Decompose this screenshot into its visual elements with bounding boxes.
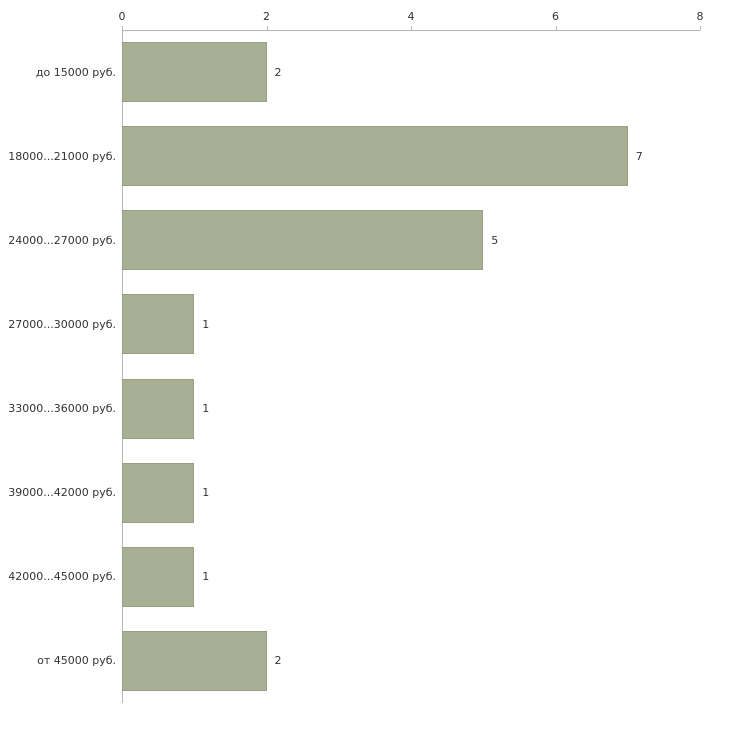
value-label: 1: [202, 317, 210, 331]
bar: [122, 294, 195, 355]
x-tick-label: 2: [263, 10, 270, 23]
bar-track: 1: [122, 367, 700, 451]
bar-track: 5: [122, 198, 700, 282]
x-tick-label: 4: [407, 10, 415, 23]
bar-track: 2: [122, 619, 700, 703]
x-tick-mark: [555, 26, 557, 30]
category-label: 27000...30000 руб.: [8, 317, 116, 331]
x-axis: [122, 30, 700, 31]
x-tick-mark: [700, 26, 701, 30]
x-tick-mark: [266, 26, 268, 30]
x-tick-label: 8: [696, 10, 704, 23]
value-label: 1: [202, 402, 210, 416]
category-label: 18000...21000 руб.: [8, 149, 116, 163]
value-label: 2: [274, 654, 282, 668]
bar: [122, 42, 267, 103]
value-label: 1: [202, 570, 210, 584]
y-axis: [122, 30, 123, 703]
bar-track: 2: [122, 30, 700, 114]
bar-track: 1: [122, 535, 700, 619]
chart-row: 27000...30000 руб. 1: [0, 282, 700, 366]
chart-row: 24000...27000 руб. 5: [0, 198, 700, 282]
chart-row: до 15000 руб. 2: [0, 30, 700, 114]
chart-row: 42000...45000 руб. 1: [0, 535, 700, 619]
bar: [122, 546, 195, 607]
bar-track: 1: [122, 282, 700, 366]
category-label: 24000...27000 руб.: [8, 233, 116, 247]
value-label: 7: [635, 149, 643, 163]
chart-row: от 45000 руб. 2: [0, 619, 700, 703]
category-label: от 45000 руб.: [37, 654, 116, 668]
chart-row: 39000...42000 руб. 1: [0, 451, 700, 535]
chart-row: 18000...21000 руб. 7: [0, 114, 700, 198]
bar: [122, 630, 267, 691]
bar: [122, 126, 628, 187]
bar: [122, 462, 195, 523]
bar: [122, 210, 484, 271]
x-tick-label: 0: [118, 10, 126, 23]
value-label: 5: [491, 233, 499, 247]
bar-track: 7: [122, 114, 700, 198]
x-tick-mark: [122, 26, 123, 30]
category-label: 42000...45000 руб.: [8, 570, 116, 584]
value-label: 1: [202, 486, 210, 500]
bar: [122, 378, 195, 439]
category-label: 39000...42000 руб.: [8, 486, 116, 500]
x-tick-label: 6: [552, 10, 559, 23]
x-axis-ticks: 0 2 4 6 8: [118, 0, 704, 30]
category-label: 33000...36000 руб.: [8, 402, 116, 416]
chart-rows: до 15000 руб. 2 18000...21000 руб. 7 24000..…: [0, 30, 700, 703]
category-label: до 15000 руб.: [35, 65, 116, 79]
chart-row: 33000...36000 руб. 1: [0, 367, 700, 451]
value-label: 2: [274, 65, 282, 79]
bar-track: 1: [122, 451, 700, 535]
x-tick-mark: [411, 26, 412, 30]
